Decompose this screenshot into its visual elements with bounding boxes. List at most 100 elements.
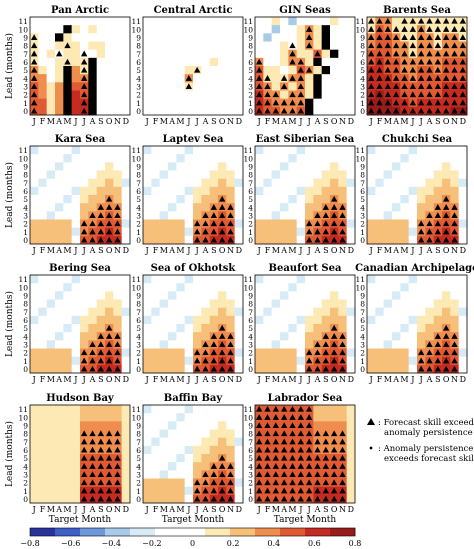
heatmap-cell [151, 340, 160, 349]
y-tick-label: 10 [355, 25, 365, 34]
triangle-marker [264, 471, 271, 478]
skill-markers [80, 195, 121, 243]
heatmap-cell [121, 33, 131, 42]
heatmap-cell [367, 235, 376, 245]
heatmap-cell [234, 154, 244, 163]
heatmap-cell [305, 82, 314, 91]
heatmap-cell [55, 405, 64, 414]
y-tick-label: 0 [248, 495, 253, 504]
heatmap-cell [46, 324, 56, 333]
heatmap-cell [143, 154, 152, 163]
heatmap-cell [433, 315, 443, 325]
triangle-marker [330, 446, 338, 453]
triangle-marker [105, 487, 113, 494]
heatmap-cell [255, 41, 264, 50]
heatmap-cell [263, 348, 272, 357]
heatmap-cell [184, 291, 194, 300]
y-tick-label: 0 [23, 495, 28, 504]
heatmap-cell [193, 170, 202, 179]
x-tick-label: M [272, 246, 280, 255]
heatmap-cell [234, 348, 244, 357]
triangle-marker [451, 220, 458, 227]
heatmap-cell [375, 162, 384, 171]
heatmap-cell [234, 162, 244, 171]
heatmap-cell [255, 49, 264, 59]
heatmap-cell [425, 299, 434, 308]
heatmap-cell [367, 324, 376, 333]
heatmap-cell [263, 364, 272, 374]
heatmap-cell [305, 315, 314, 325]
heatmap-cell [46, 340, 56, 349]
heatmap-cell [375, 211, 384, 220]
triangle-marker [227, 212, 234, 219]
heatmap-cell [55, 41, 64, 50]
heatmap-cell [271, 66, 281, 75]
heatmap-cell [80, 41, 89, 50]
y-tick-label: 10 [243, 154, 253, 163]
heatmap-cell [46, 283, 56, 292]
triangle-marker [384, 83, 392, 90]
heatmap-cell [30, 421, 39, 430]
heatmap-cell [30, 364, 39, 374]
triangle-marker [227, 333, 234, 339]
x-tick-label: F [40, 117, 46, 126]
y-tick-label: 3 [360, 340, 365, 349]
triangle-marker [202, 487, 209, 494]
triangle-marker [202, 495, 209, 502]
heatmap-cell [121, 462, 131, 471]
heatmap-cell [458, 178, 468, 188]
heatmap-cell [288, 324, 297, 333]
heatmap-cell [255, 315, 264, 325]
triangle-marker [330, 341, 338, 348]
heatmap-cell [367, 178, 376, 188]
panel-title: East Siberian Sea [256, 134, 355, 145]
heatmap-cell [234, 291, 244, 300]
heatmap-cell [288, 25, 297, 34]
x-tick-label: O [106, 375, 113, 384]
heatmap-cell [280, 41, 289, 50]
heatmap-cell [201, 178, 210, 188]
heatmap-cell [433, 178, 443, 188]
x-tick-label: M [384, 246, 392, 255]
x-tick-label: D [348, 246, 354, 255]
triangle-marker [401, 50, 408, 57]
heatmap-cell [38, 82, 47, 91]
triangle-marker [417, 236, 425, 243]
heatmap-cell [46, 162, 56, 171]
heatmap-cell [338, 66, 347, 75]
heatmap-cell [417, 203, 426, 212]
triangle-marker [218, 463, 226, 469]
y-tick-label: 2 [136, 349, 141, 358]
heatmap-cell [417, 324, 426, 333]
heatmap-cell [255, 170, 264, 179]
y-tick-label: 2 [136, 479, 141, 488]
legend-triangle-text-cont: anomaly persistence [384, 428, 473, 438]
triangle-marker [409, 26, 417, 32]
heatmap-cell [121, 98, 131, 108]
triangle-marker [409, 66, 417, 73]
heatmap-cell [46, 178, 56, 188]
heatmap-cell [234, 25, 244, 34]
triangle-marker [272, 107, 280, 114]
heatmap-cell [63, 275, 72, 284]
heatmap-cell [288, 82, 297, 91]
heatmap-cell [263, 146, 272, 155]
triangle-marker [289, 75, 296, 81]
heatmap-cell [38, 315, 47, 325]
heatmap-cell [218, 178, 227, 188]
triangle-marker [255, 91, 263, 98]
triangle-marker [451, 341, 458, 348]
triangle-marker [97, 204, 105, 210]
heatmap-cell [346, 429, 356, 438]
triangle-marker [384, 42, 392, 49]
triangle-marker [322, 26, 330, 32]
triangle-marker [339, 228, 346, 235]
heatmap-cell [226, 162, 235, 171]
x-tick-label: M [288, 505, 296, 514]
x-tick-label: F [153, 375, 159, 384]
heatmap-cell [392, 356, 401, 366]
heatmap-cell [321, 154, 331, 163]
heatmap-cell [38, 478, 47, 487]
heatmap-cell [88, 146, 97, 155]
